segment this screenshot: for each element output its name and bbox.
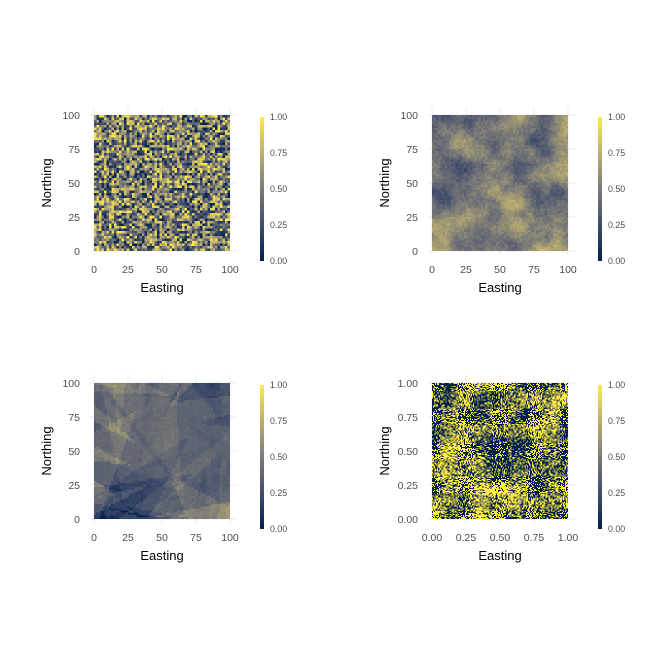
colorbar-tick-label: 1.00 bbox=[270, 112, 287, 122]
x-tick-label: 0 bbox=[429, 264, 435, 276]
colorbar-tick-label: 0.00 bbox=[270, 256, 287, 266]
colorbar-tick-label: 0.75 bbox=[608, 148, 625, 158]
heatmap-raster bbox=[432, 115, 568, 251]
y-tick-label: 75 bbox=[68, 412, 80, 424]
x-tick-label: 0.00 bbox=[422, 532, 443, 544]
colorbar-tick-label: 1.00 bbox=[608, 380, 625, 390]
x-tick-label: 25 bbox=[460, 264, 472, 276]
colorbar-tick-label: 0.75 bbox=[270, 148, 287, 158]
y-axis-title: Northing bbox=[377, 426, 392, 475]
y-tick-label: 25 bbox=[68, 480, 80, 492]
panel-2: 0 25 50 75 1000255075100EastingNorthing0.000… bbox=[377, 107, 625, 295]
y-tick-label: 100 bbox=[62, 378, 80, 390]
x-tick-label: 0.25 bbox=[456, 532, 477, 544]
y-tick-label: 75 bbox=[406, 144, 418, 156]
y-axis-title: Northing bbox=[377, 158, 392, 207]
colorbar: 0.00 0.25 0.50 0.75 1.00 bbox=[598, 112, 625, 266]
colorbar-tick-label: 0.00 bbox=[608, 524, 625, 534]
colorbar: 0.00 0.25 0.50 0.75 1.00 bbox=[260, 112, 287, 266]
colorbar-tick-label: 0.50 bbox=[608, 452, 625, 462]
y-tick-label: 1.00 bbox=[398, 378, 419, 390]
x-tick-label: 0 bbox=[91, 264, 97, 276]
panel-4: 0.00 0.25 0.50 0.75 1.00 0.00 0.25 0.50 0.75 1.00… bbox=[377, 375, 625, 563]
x-tick-label: 25 bbox=[122, 264, 134, 276]
colorbar-tick-label: 1.00 bbox=[608, 112, 625, 122]
x-axis-title: Easting bbox=[140, 280, 183, 295]
panel-3: 0 25 50 75 1000255075100EastingNorthing0.000… bbox=[39, 375, 287, 563]
colorbar-tick-label: 0.25 bbox=[270, 488, 287, 498]
x-tick-label: 50 bbox=[156, 532, 168, 544]
y-tick-label: 0.50 bbox=[398, 446, 419, 458]
panel-1: 0 25 50 75 1000255075100EastingNorthing0.000… bbox=[39, 107, 287, 295]
y-axis-title: Northing bbox=[39, 158, 54, 207]
x-axis-title: Easting bbox=[478, 280, 521, 295]
x-tick-label: 100 bbox=[559, 264, 577, 276]
y-tick-label: 0 bbox=[74, 514, 80, 526]
colorbar: 0.00 0.25 0.50 0.75 1.00 bbox=[598, 380, 625, 534]
y-tick-label: 0.00 bbox=[398, 514, 419, 526]
colorbar-tick-label: 0.25 bbox=[608, 220, 625, 230]
colorbar-gradient bbox=[260, 385, 264, 529]
colorbar-tick-label: 0.25 bbox=[608, 488, 625, 498]
y-tick-label: 0.25 bbox=[398, 480, 419, 492]
x-axis-title: Easting bbox=[140, 548, 183, 563]
y-tick-label: 50 bbox=[68, 446, 80, 458]
colorbar-tick-label: 0.75 bbox=[608, 416, 625, 426]
y-tick-label: 50 bbox=[68, 178, 80, 190]
colorbar-tick-label: 1.00 bbox=[270, 380, 287, 390]
y-tick-label: 100 bbox=[62, 110, 80, 122]
heatmap-raster bbox=[94, 383, 230, 519]
x-tick-label: 0.75 bbox=[524, 532, 545, 544]
colorbar-tick-label: 0.50 bbox=[608, 184, 625, 194]
colorbar-tick-label: 0.75 bbox=[270, 416, 287, 426]
colorbar-tick-label: 0.00 bbox=[608, 256, 625, 266]
colorbar-gradient bbox=[260, 117, 264, 261]
x-tick-label: 75 bbox=[528, 264, 540, 276]
y-tick-label: 75 bbox=[68, 144, 80, 156]
x-tick-label: 0.50 bbox=[490, 532, 511, 544]
x-tick-label: 25 bbox=[122, 532, 134, 544]
colorbar-tick-label: 0.50 bbox=[270, 452, 287, 462]
colorbar-tick-label: 0.00 bbox=[270, 524, 287, 534]
x-tick-label: 100 bbox=[221, 264, 239, 276]
y-tick-label: 50 bbox=[406, 178, 418, 190]
colorbar-gradient bbox=[598, 385, 602, 529]
y-tick-label: 0.75 bbox=[398, 412, 419, 424]
y-tick-label: 0 bbox=[412, 246, 418, 258]
x-tick-label: 75 bbox=[190, 532, 202, 544]
heatmap-raster bbox=[432, 383, 568, 519]
x-tick-label: 0 bbox=[91, 532, 97, 544]
x-tick-label: 50 bbox=[156, 264, 168, 276]
y-axis-title: Northing bbox=[39, 426, 54, 475]
colorbar-tick-label: 0.50 bbox=[270, 184, 287, 194]
x-axis-title: Easting bbox=[478, 548, 521, 563]
x-tick-label: 50 bbox=[494, 264, 506, 276]
x-tick-label: 100 bbox=[221, 532, 239, 544]
x-tick-label: 1.00 bbox=[558, 532, 579, 544]
y-tick-label: 0 bbox=[74, 246, 80, 258]
y-tick-label: 25 bbox=[68, 212, 80, 224]
colorbar-tick-label: 0.25 bbox=[270, 220, 287, 230]
colorbar: 0.00 0.25 0.50 0.75 1.00 bbox=[260, 380, 287, 534]
colorbar-gradient bbox=[598, 117, 602, 261]
heatmap-raster bbox=[94, 115, 230, 251]
y-tick-label: 100 bbox=[400, 110, 418, 122]
y-tick-label: 25 bbox=[406, 212, 418, 224]
x-tick-label: 75 bbox=[190, 264, 202, 276]
